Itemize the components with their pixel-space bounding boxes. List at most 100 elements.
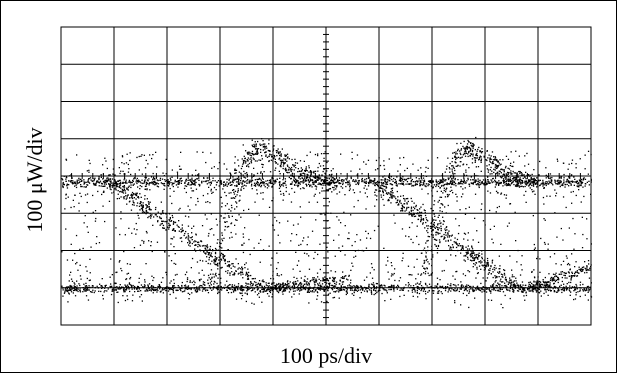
level-high-point (473, 179, 475, 181)
level-high-point (180, 182, 182, 184)
tail-point (552, 277, 554, 279)
falling-edge-point (505, 278, 507, 281)
level-high-point (556, 180, 558, 182)
rising-edge-point (234, 169, 237, 171)
level-low-point (530, 290, 532, 292)
level-low-point (385, 289, 387, 291)
tail-point (309, 280, 311, 283)
level-high-point (265, 183, 267, 185)
rising-edge-point (265, 154, 267, 156)
level-low-point (195, 287, 198, 289)
level-low-point (412, 288, 414, 290)
falling-edge-point (465, 255, 467, 257)
level-low-point (326, 300, 328, 303)
rising-edge-point (322, 184, 324, 186)
level-low-point (243, 286, 245, 288)
level-low-point (527, 285, 530, 287)
level-low-point (304, 286, 306, 289)
falling-edge-point (253, 281, 256, 283)
level-low-point (252, 289, 254, 291)
level-high-point (402, 181, 405, 183)
rising-edge-point (314, 177, 316, 179)
level-high-point (408, 183, 410, 185)
rising-edge-point (437, 201, 439, 203)
falling-edge-point (168, 222, 170, 224)
level-low-point (127, 285, 130, 288)
falling-edge-point (469, 259, 472, 261)
level-high-point (484, 183, 486, 185)
level-high-point (428, 181, 431, 183)
level-low-point (111, 285, 113, 287)
level-low-point (235, 290, 237, 292)
level-high-point (147, 180, 149, 182)
falling-edge-point (405, 209, 408, 211)
falling-edge-point (400, 195, 402, 197)
rising-edge-point (508, 180, 510, 182)
level-low-point (157, 289, 159, 292)
tail-point (579, 269, 582, 271)
level-high-point (78, 177, 80, 179)
level-low-point (515, 277, 517, 279)
tail-point (318, 282, 321, 284)
level-low-point (116, 291, 118, 293)
level-high-point (331, 173, 333, 175)
level-high-point (224, 191, 226, 194)
level-low-point (169, 287, 171, 289)
level-high-point (93, 178, 96, 180)
falling-edge-point (195, 250, 197, 252)
level-high-point (364, 185, 366, 187)
falling-edge-point (108, 179, 110, 181)
level-low-point (129, 290, 131, 293)
falling-edge-point (138, 197, 140, 199)
falling-edge-point (383, 185, 386, 188)
level-low-point (249, 287, 252, 289)
level-high-point (135, 179, 138, 181)
level-high-point (577, 183, 579, 185)
level-high-point (374, 184, 376, 187)
level-low-point (430, 287, 433, 289)
rising-edge-point (334, 178, 336, 180)
falling-edge-point (212, 249, 214, 251)
level-low-point (104, 285, 106, 287)
tail-point (269, 289, 272, 291)
level-high-point (496, 182, 498, 184)
rising-edge-point (500, 163, 502, 165)
level-high-point (446, 183, 448, 186)
level-low-point (311, 290, 314, 292)
tail-point (320, 280, 322, 282)
falling-edge-point (406, 206, 408, 209)
level-high-point (484, 179, 487, 181)
level-high-point (531, 178, 533, 180)
level-low-point (268, 290, 271, 292)
level-low-point (188, 298, 190, 300)
falling-edge-point (498, 276, 500, 278)
level-low-point (85, 285, 88, 287)
tail-point (303, 283, 305, 285)
rising-edge-point (323, 181, 326, 184)
level-low-point (61, 287, 64, 289)
level-low-point (102, 286, 104, 289)
level-low-point (110, 283, 112, 285)
level-low-point (214, 281, 216, 283)
rising-edge-point (240, 175, 242, 177)
tail-point (545, 285, 547, 287)
level-low-point (226, 280, 228, 282)
falling-edge-point (246, 278, 249, 280)
rising-edge-point (451, 183, 454, 185)
rising-edge-point (237, 191, 239, 193)
level-low-point (227, 287, 229, 290)
level-high-point (533, 190, 535, 192)
tail-point (312, 277, 314, 279)
rising-edge-point (276, 151, 278, 154)
level-low-point (124, 291, 126, 293)
falling-edge-point (139, 209, 141, 211)
rising-edge-point (274, 161, 276, 163)
rising-edge-point (511, 165, 513, 167)
level-high-point (323, 180, 325, 182)
rising-edge-point (238, 200, 240, 202)
level-high-point (572, 190, 574, 193)
level-high-point (474, 180, 476, 183)
level-high-point (420, 183, 422, 186)
level-high-point (262, 181, 264, 183)
level-high-point (494, 179, 496, 181)
